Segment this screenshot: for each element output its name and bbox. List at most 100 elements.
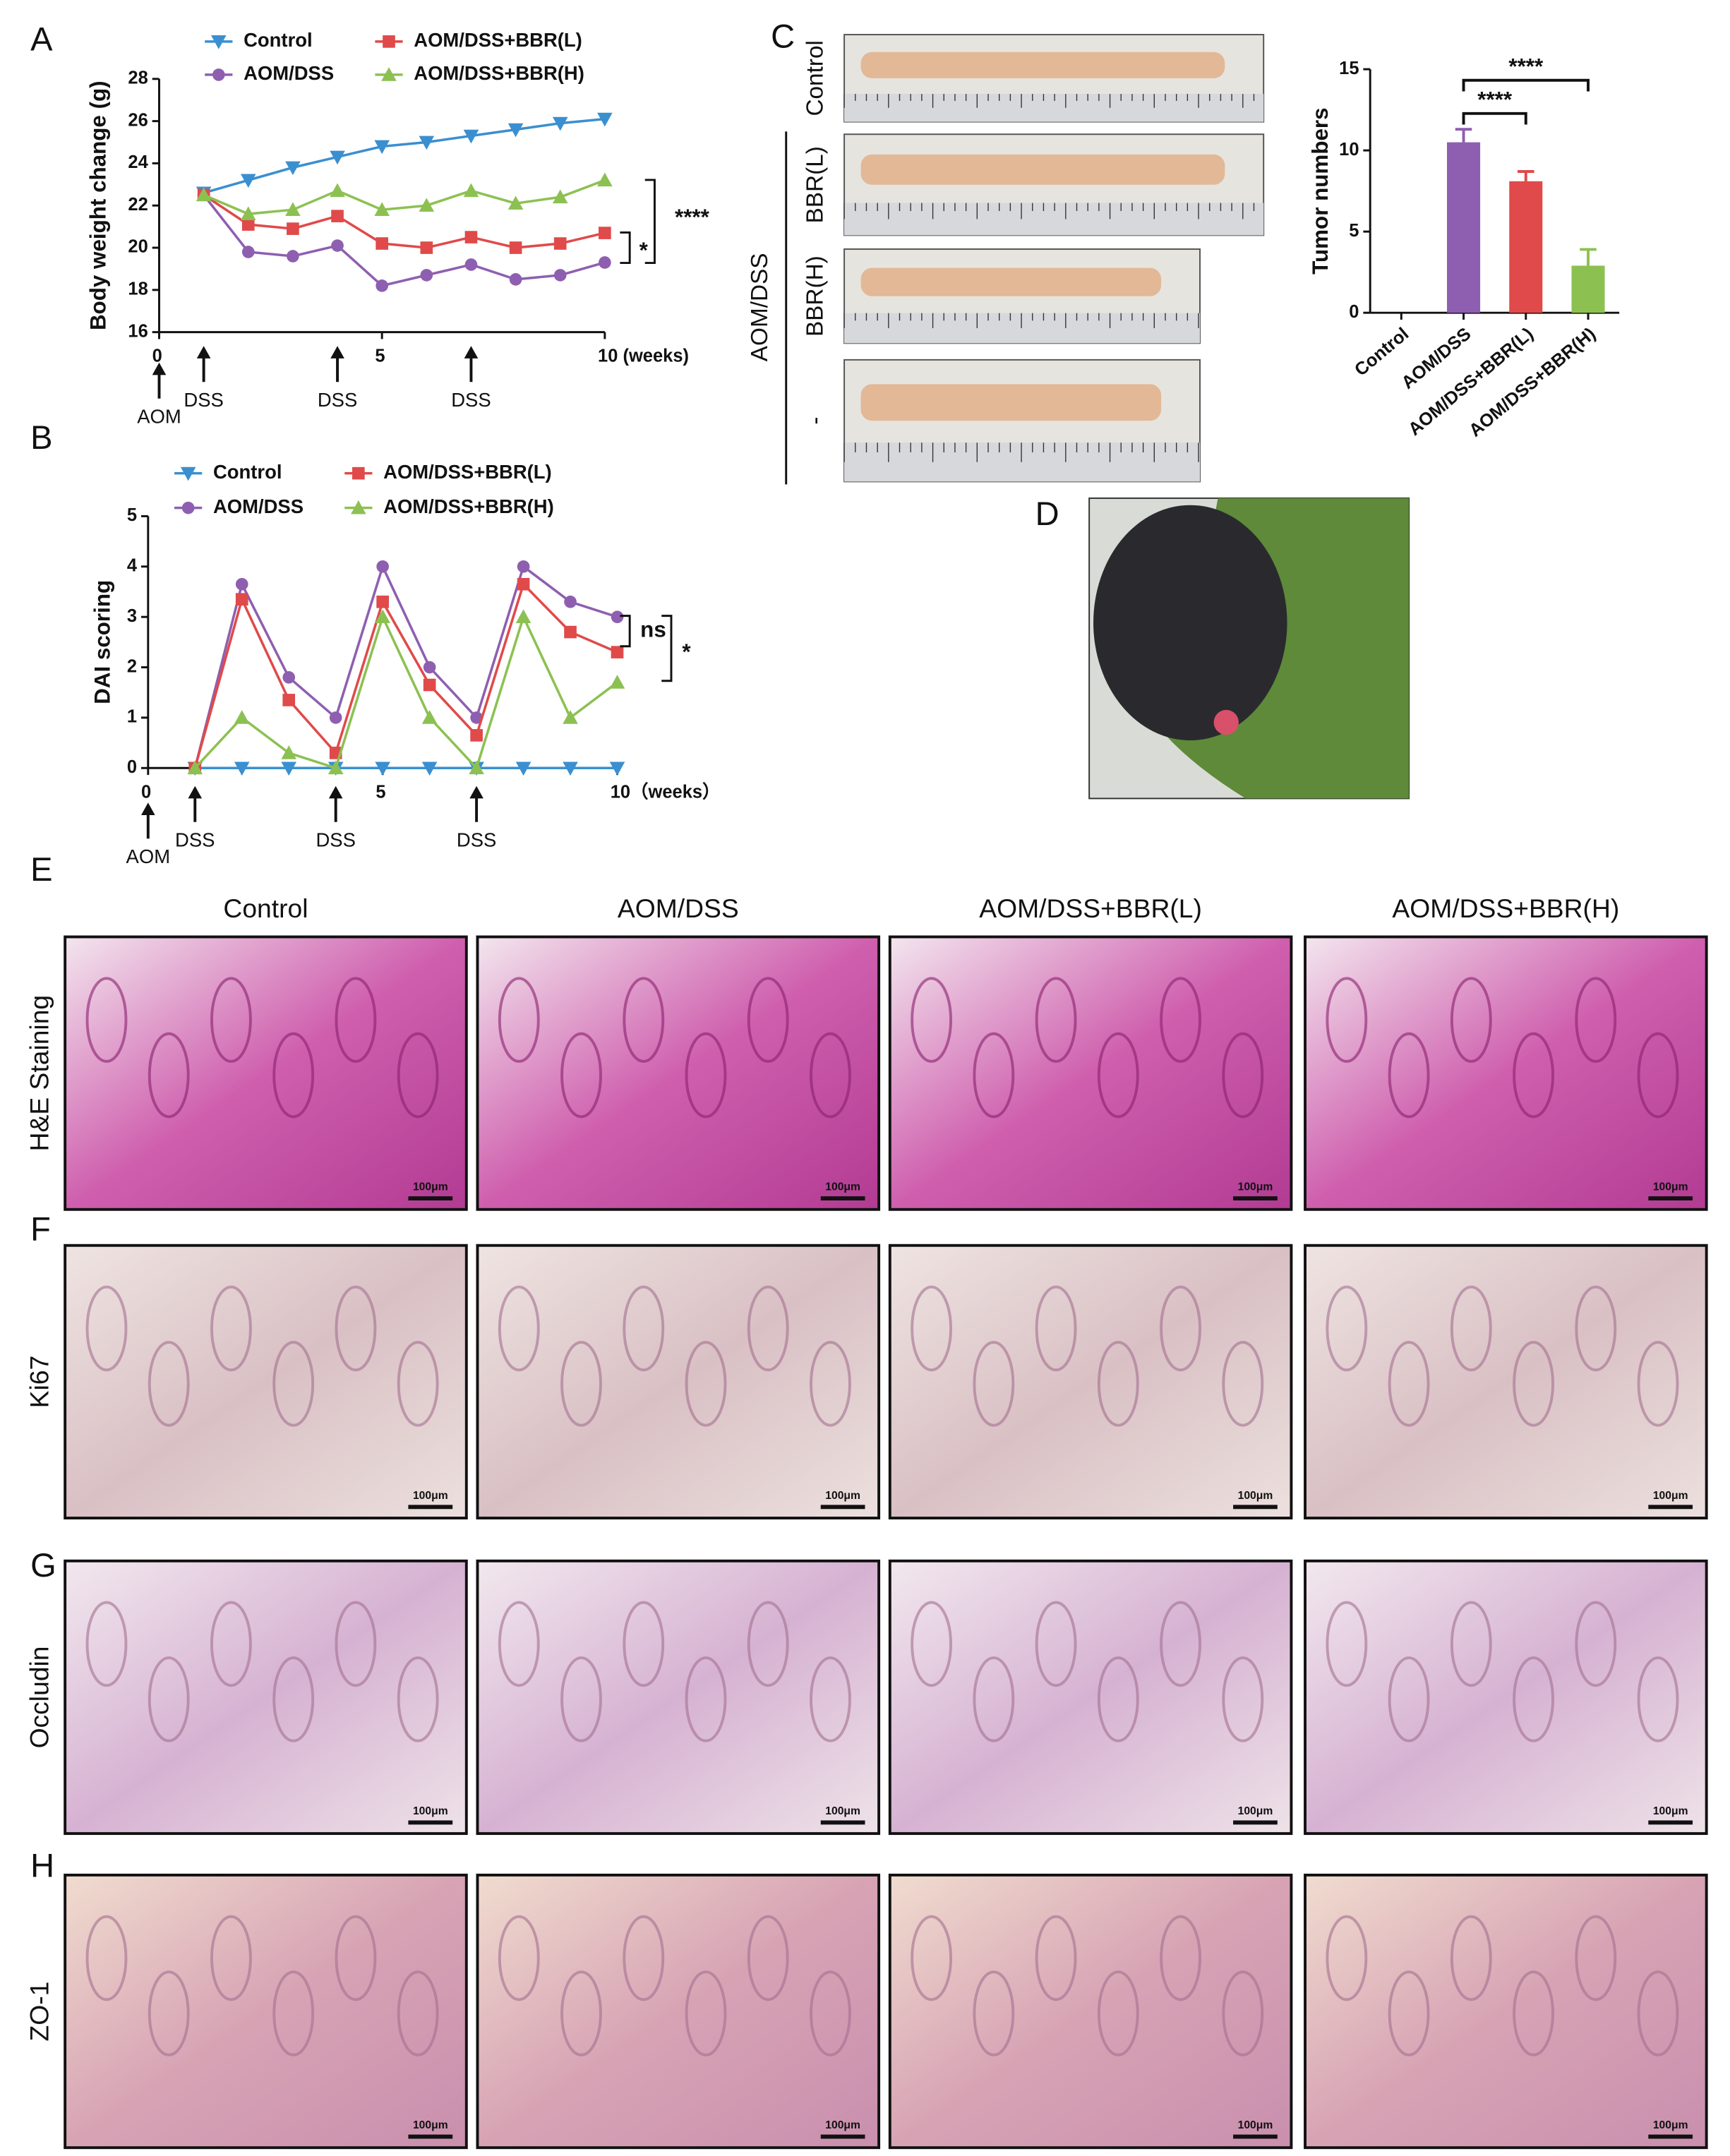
column-title: AOM/DSS+BBR(H) [1392,893,1619,923]
colon-tissue [860,52,1225,78]
arrow-head [152,362,167,375]
series-line [203,117,606,194]
point [376,237,389,250]
crypt [1575,1285,1617,1372]
crypt [1450,977,1492,1063]
error-bar [1580,248,1597,266]
crypt [1097,1341,1139,1427]
point [564,595,577,608]
crypt [1575,1601,1617,1687]
crypt [685,1656,727,1742]
point [517,577,530,591]
legend-label: AOM/DSS [244,62,334,84]
scale-bar-label: 100μm [825,1805,860,1817]
crypt [1637,1656,1679,1742]
crypt [810,1656,851,1742]
crypt [1575,977,1617,1063]
scale-bar-label: 100μm [1653,1181,1688,1193]
scale-bar-label: 100μm [1653,1805,1688,1817]
mouse-photo [1088,497,1410,800]
y-tick-label: 2 [127,656,137,676]
crypt [1160,1915,1201,2001]
point [509,273,522,286]
scale-bar-label: 100μm [825,2119,860,2131]
point [241,246,255,258]
histology-image [1304,935,1708,1211]
point [329,711,342,724]
histology-image [888,1873,1293,2150]
photo-label: Control [803,40,829,116]
legend-label: AOM/DSS+BBR(H) [383,495,554,517]
crypt [1575,1915,1617,2001]
scale-bar-label: 100μm [1653,1490,1688,1502]
x-tick-label: 5 [376,782,385,802]
crypt [911,977,953,1063]
point [421,761,438,776]
crypt [498,977,540,1063]
point [285,161,301,176]
crypt [1450,1285,1492,1372]
crypt [973,1032,1015,1119]
crypt [623,1915,665,2001]
crypt [623,1285,665,1372]
point [420,269,433,282]
crypt [1160,1601,1201,1687]
crypt [1222,1341,1264,1427]
point [419,198,435,212]
photo-label: BBR(L) [803,146,829,223]
series-line [203,179,606,215]
ruler [844,442,1201,482]
y-tick-label: 0 [1349,302,1359,322]
point [463,129,479,144]
point [423,661,436,674]
point [563,761,578,776]
error-bar [1455,128,1472,143]
x-tick-label: 0 [141,782,151,802]
point [180,466,196,481]
histology-image [476,1243,881,1519]
y-tick-label: 22 [128,195,148,215]
crypt [685,1032,727,1119]
crypt [1097,1970,1139,2056]
point [375,609,390,623]
marker-label: DSS [184,389,223,411]
legend-label: Control [213,461,282,483]
series-line [203,193,606,249]
point [564,625,577,639]
point [599,256,611,269]
bar [1509,181,1543,313]
point [374,140,390,155]
point [281,745,297,759]
point [515,761,531,776]
point [287,222,299,235]
crypt [272,1970,315,2056]
crypt [1513,1341,1554,1427]
crypt [1222,1032,1264,1119]
y-tick-label: 18 [128,279,148,299]
crypt [560,1970,602,2056]
panel-label: F [30,1210,51,1248]
point [281,761,297,776]
point [420,241,433,254]
marker-label: DSS [175,829,215,850]
photo-label: - [803,417,829,425]
point [611,610,624,623]
crypt [335,1915,377,2001]
photo-label: BBR(H) [803,255,829,337]
significance: * [639,238,649,263]
point [552,189,568,204]
crypt [1513,1656,1554,1742]
scale-bar-label: 100μm [1238,1181,1273,1193]
histology-image [1304,1243,1708,1519]
histology-image [1304,1873,1708,2150]
crypt [210,977,252,1063]
histology-image [64,935,468,1211]
crypt [272,1032,315,1119]
crypt [85,977,128,1063]
bracket [1462,78,1590,92]
point [599,227,611,239]
point [609,761,625,776]
scale-bar-label: 100μm [825,1181,860,1193]
crypt [1160,1285,1201,1372]
point [241,218,255,231]
